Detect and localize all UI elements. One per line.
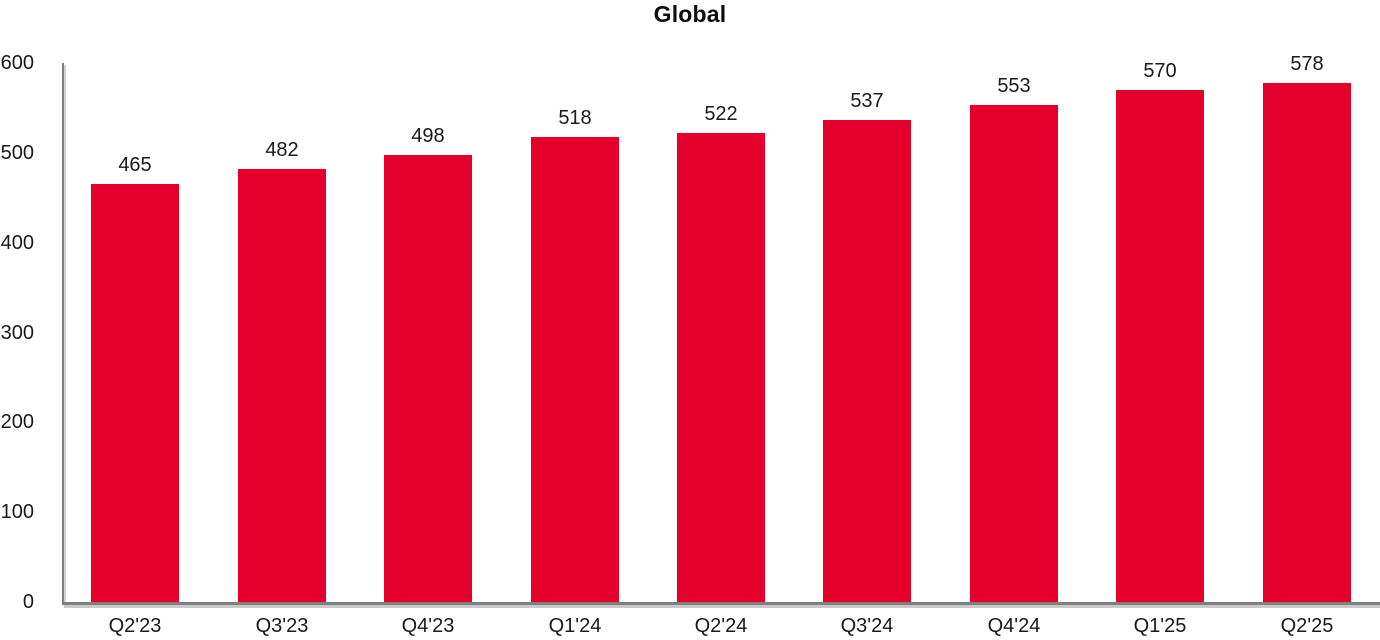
x-axis-label: Q1'24 <box>548 615 602 637</box>
bar-value-label: 578 <box>1290 53 1324 75</box>
x-axis-label: Q1'25 <box>1133 615 1187 637</box>
y-axis-line <box>62 63 64 605</box>
bar <box>1116 90 1204 602</box>
y-axis-tick-label: 400 <box>0 232 34 254</box>
y-axis-tick-label: 0 <box>22 591 34 613</box>
bar-value-label: 465 <box>118 154 152 176</box>
y-axis-tick-label: 500 <box>0 142 34 164</box>
chart-title: Global <box>653 1 727 27</box>
y-axis-tick-label: 200 <box>0 411 34 433</box>
bar <box>677 133 765 602</box>
x-axis-label: Q2'24 <box>694 615 748 637</box>
bar <box>970 105 1058 602</box>
y-axis-tick-label: 100 <box>0 501 34 523</box>
bar <box>384 155 472 602</box>
x-axis-label: Q4'23 <box>401 615 455 637</box>
x-axis-line <box>62 602 1380 605</box>
bar <box>1263 83 1351 602</box>
bar <box>91 184 179 602</box>
x-axis-label: Q3'24 <box>840 615 894 637</box>
bar-value-label: 498 <box>411 125 445 147</box>
bar <box>823 120 911 602</box>
bar <box>531 137 619 602</box>
bar <box>238 169 326 602</box>
y-axis-tick-label: 600 <box>0 52 34 74</box>
bar-value-label: 570 <box>1143 60 1177 82</box>
x-axis-label: Q3'23 <box>255 615 309 637</box>
bar-value-label: 482 <box>265 139 299 161</box>
y-axis-tick-label: 300 <box>0 322 34 344</box>
x-axis-label: Q4'24 <box>987 615 1041 637</box>
x-axis-label: Q2'25 <box>1280 615 1334 637</box>
bar-value-label: 553 <box>997 75 1031 97</box>
bar-value-label: 522 <box>704 103 738 125</box>
bar-value-label: 518 <box>558 107 592 129</box>
x-axis-label: Q2'23 <box>108 615 162 637</box>
bar-value-label: 537 <box>850 90 884 112</box>
